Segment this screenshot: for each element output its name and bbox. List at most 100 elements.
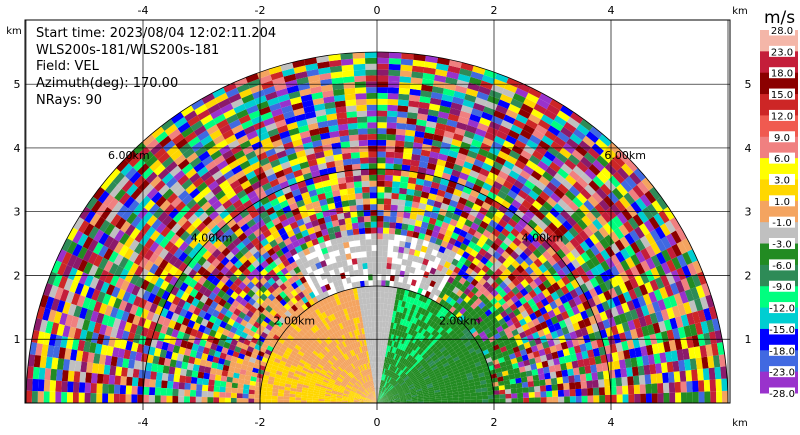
velocity-cell-1682 bbox=[383, 388, 387, 394]
velocity-cell-411 bbox=[666, 329, 675, 341]
velocity-cell-4790 bbox=[264, 366, 272, 373]
velocity-cell-4059 bbox=[336, 367, 343, 373]
velocity-cell-2078 bbox=[477, 122, 489, 132]
velocity-cell-1778 bbox=[488, 205, 498, 215]
velocity-cell-1486 bbox=[550, 192, 561, 203]
velocity-cell-4879 bbox=[98, 324, 108, 336]
velocity-cell-2771 bbox=[353, 63, 366, 71]
velocity-cell-4117 bbox=[344, 376, 351, 382]
velocity-cell-4015 bbox=[268, 301, 276, 310]
velocity-cell-1885 bbox=[453, 240, 463, 248]
velocity-cell-2160 bbox=[402, 307, 408, 314]
velocity-cell-4702 bbox=[91, 289, 101, 301]
velocity-cell-4578 bbox=[120, 279, 130, 292]
velocity-cell-353 bbox=[680, 337, 689, 350]
velocity-cell-3705 bbox=[323, 332, 329, 339]
velocity-cell-674 bbox=[451, 367, 459, 373]
velocity-cell-4576 bbox=[131, 285, 141, 296]
velocity-cell-2097 bbox=[393, 347, 397, 354]
velocity-cell-466 bbox=[635, 327, 644, 338]
velocity-cell-3976 bbox=[183, 209, 195, 221]
velocity-cell-266 bbox=[526, 375, 534, 382]
velocity-cell-383 bbox=[507, 369, 515, 375]
velocity-cell-4004 bbox=[316, 346, 323, 353]
velocity-cell-4458 bbox=[129, 262, 139, 274]
velocity-cell-4191 bbox=[277, 327, 285, 335]
velocity-cell-2730 bbox=[370, 315, 375, 322]
velocity-cell-3115 bbox=[375, 397, 377, 403]
velocity-cell-3495 bbox=[245, 170, 257, 181]
velocity-cell-1653 bbox=[485, 238, 494, 247]
velocity-cell-3721 bbox=[265, 256, 274, 265]
velocity-cell-3302 bbox=[334, 305, 340, 313]
velocity-cell-4900 bbox=[319, 388, 326, 393]
velocity-cell-3342 bbox=[371, 392, 375, 398]
velocity-cell-1554 bbox=[571, 149, 584, 161]
velocity-cell-3142 bbox=[321, 228, 329, 237]
velocity-cell-2320 bbox=[384, 356, 387, 363]
velocity-cell-2977 bbox=[332, 189, 341, 197]
velocity-cell-1091 bbox=[427, 359, 434, 366]
velocity-cell-3473 bbox=[324, 310, 331, 317]
velocity-cell-1013 bbox=[634, 226, 645, 239]
velocity-cell-3943 bbox=[322, 348, 329, 355]
velocity-cell-2980 bbox=[328, 172, 338, 180]
velocity-cell-3889 bbox=[299, 320, 307, 328]
velocity-cell-4568 bbox=[173, 305, 183, 315]
velocity-cell-1483 bbox=[538, 205, 550, 217]
velocity-cell-2340 bbox=[407, 224, 415, 232]
velocity-cell-3096 bbox=[309, 164, 319, 173]
velocity-cell-3791 bbox=[222, 214, 233, 224]
velocity-cell-2778 bbox=[373, 373, 376, 380]
velocity-cell-1147 bbox=[408, 372, 414, 378]
velocity-cell-1208 bbox=[411, 367, 418, 373]
velocity-cell-2625 bbox=[377, 233, 383, 240]
velocity-cell-3633 bbox=[366, 388, 371, 394]
velocity-cell-2182 bbox=[447, 149, 459, 159]
velocity-cell-3252 bbox=[322, 265, 329, 273]
velocity-cell-3920 bbox=[173, 185, 186, 197]
velocity-cell-3720 bbox=[269, 261, 278, 270]
velocity-cell-2920 bbox=[339, 188, 348, 196]
velocity-cell-1146 bbox=[403, 376, 410, 382]
velocity-cell-2903 bbox=[360, 310, 365, 317]
velocity-cell-2366 bbox=[433, 74, 447, 83]
velocity-cell-3634 bbox=[363, 383, 368, 389]
velocity-cell-2451 bbox=[394, 228, 402, 235]
velocity-cell-4427 bbox=[289, 353, 296, 360]
velocity-cell-799 bbox=[475, 348, 483, 355]
velocity-cell-2770 bbox=[353, 69, 366, 77]
velocity-cell-4115 bbox=[354, 384, 360, 389]
velocity-cell-3241 bbox=[350, 337, 355, 344]
velocity-cell-761 bbox=[592, 295, 602, 306]
velocity-cell-1701 bbox=[442, 293, 449, 302]
velocity-cell-70 bbox=[435, 398, 442, 401]
velocity-cell-3064 bbox=[367, 368, 370, 375]
velocity-cell-3734 bbox=[218, 194, 230, 205]
velocity-cell-4720 bbox=[321, 383, 328, 387]
velocity-cell-528 bbox=[644, 314, 653, 326]
velocity-cell-4898 bbox=[331, 391, 338, 395]
velocity-cell-2280 bbox=[407, 254, 414, 262]
velocity-cell-4267 bbox=[197, 275, 207, 286]
velocity-cell-4275 bbox=[158, 248, 169, 260]
velocity-cell-3478 bbox=[298, 263, 306, 272]
velocity-cell-4223 bbox=[126, 212, 138, 225]
velocity-cell-182 bbox=[388, 400, 395, 402]
velocity-cell-2684 bbox=[371, 233, 377, 240]
velocity-cell-861 bbox=[483, 338, 491, 346]
velocity-cell-4875 bbox=[121, 330, 130, 341]
velocity-cell-638 bbox=[583, 317, 592, 327]
velocity-cell-4518 bbox=[124, 271, 135, 283]
velocity-cell-4136 bbox=[257, 305, 265, 313]
velocity-cell-2721 bbox=[374, 367, 376, 374]
velocity-cell-3613 bbox=[236, 189, 247, 200]
velocity-cell-3778 bbox=[271, 273, 280, 282]
velocity-cell-865 bbox=[503, 327, 512, 335]
velocity-cell-2427 bbox=[425, 55, 438, 64]
velocity-cell-2350 bbox=[417, 166, 427, 175]
velocity-cell-2908 bbox=[355, 281, 361, 288]
velocity-cell-3529 bbox=[318, 306, 325, 314]
velocity-cell-4561 bbox=[211, 323, 220, 332]
velocity-cell-736 bbox=[461, 359, 468, 365]
